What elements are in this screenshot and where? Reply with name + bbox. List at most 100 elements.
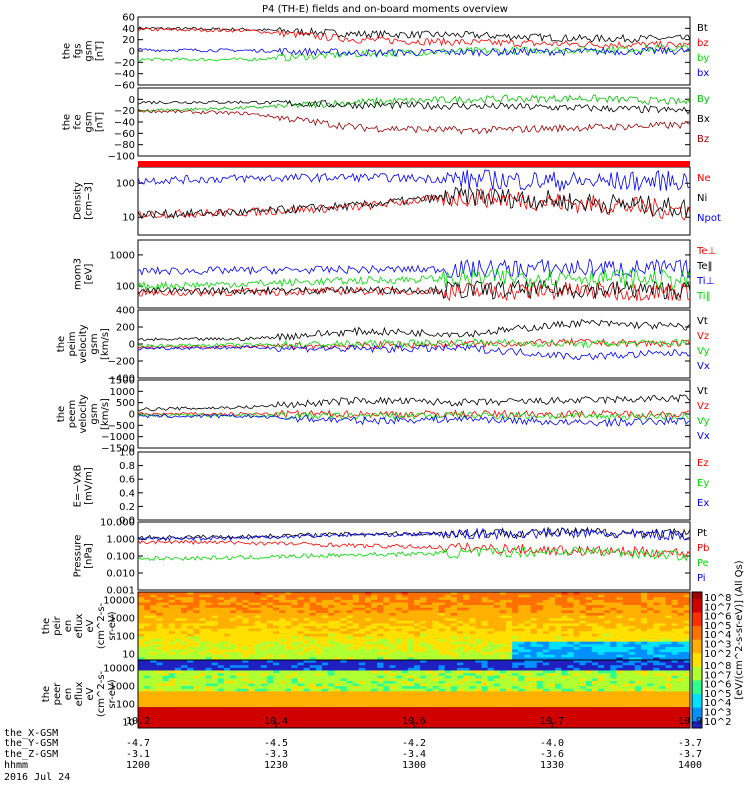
spectrogram-cell bbox=[628, 612, 636, 617]
spectrogram-cell bbox=[328, 709, 335, 713]
spectrogram-cell bbox=[512, 722, 519, 726]
spectrogram-cell bbox=[548, 670, 556, 674]
spectrogram-cell bbox=[211, 699, 219, 703]
spectrogram-cell bbox=[266, 641, 274, 645]
spectrogram-cell bbox=[272, 607, 280, 611]
spectrogram-cell bbox=[512, 633, 519, 637]
spectrogram-cell bbox=[272, 696, 280, 700]
spectrogram-cell bbox=[199, 652, 206, 656]
colorbar-cell bbox=[692, 592, 702, 596]
spectrogram-cell bbox=[180, 712, 188, 716]
spectrogram-cell bbox=[236, 649, 243, 653]
spectrogram-cell bbox=[653, 699, 660, 703]
spectrogram-cell bbox=[444, 636, 452, 640]
spectrogram-cell bbox=[548, 628, 556, 632]
spectrogram-cell bbox=[291, 683, 298, 687]
spectrogram-cell bbox=[174, 709, 182, 713]
spectrogram-cell bbox=[144, 615, 151, 619]
spectrogram-cell bbox=[230, 696, 237, 700]
spectrogram-cell bbox=[456, 691, 464, 695]
spectrogram-cell bbox=[683, 686, 691, 690]
spectrogram-cell bbox=[340, 639, 348, 643]
spectrogram-cell bbox=[450, 641, 458, 645]
spectrogram-cell bbox=[242, 694, 249, 698]
spectrogram-cell bbox=[162, 615, 170, 619]
spectrogram-cell bbox=[346, 612, 354, 617]
spectrogram-cell bbox=[591, 688, 599, 692]
y-axis-label-line: eV bbox=[85, 687, 96, 700]
spectrogram-cell bbox=[162, 654, 170, 658]
spectrogram-cell bbox=[187, 660, 194, 664]
panel-frame bbox=[137, 239, 691, 309]
spectrogram-cell bbox=[156, 707, 164, 711]
spectrogram-cell bbox=[248, 607, 256, 611]
spectrogram-cell bbox=[272, 699, 280, 703]
spectrogram-cell bbox=[383, 631, 390, 635]
spectrogram-cell bbox=[659, 649, 666, 653]
spectrogram-cell bbox=[598, 649, 605, 653]
spectrogram-cell bbox=[604, 680, 611, 685]
spectrogram-cell bbox=[640, 722, 648, 726]
spectrogram-cell bbox=[683, 688, 691, 692]
spectrogram-cell bbox=[217, 618, 225, 622]
spectrogram-cell bbox=[573, 615, 581, 619]
spectrogram-cell bbox=[671, 639, 679, 643]
spectrogram-cell bbox=[322, 599, 329, 603]
spectrogram-cell bbox=[211, 652, 219, 656]
spectrogram-cell bbox=[371, 722, 378, 726]
spectrogram-cell bbox=[303, 683, 311, 687]
spectrogram-cell bbox=[604, 618, 611, 622]
spectrogram-cell bbox=[230, 639, 237, 643]
spectrogram-cell bbox=[291, 605, 298, 609]
spectrogram-cell bbox=[450, 618, 458, 622]
spectrogram-cell bbox=[653, 594, 660, 598]
spectrogram-cell bbox=[506, 694, 513, 698]
spectrogram-cell bbox=[309, 610, 317, 614]
spectrogram-cell bbox=[138, 667, 145, 671]
spectrogram-cell bbox=[622, 662, 630, 666]
spectrogram-cell bbox=[309, 720, 317, 724]
spectrogram-cell bbox=[616, 660, 624, 664]
spectrogram-cell bbox=[518, 665, 525, 669]
spectrogram-cell bbox=[297, 660, 305, 664]
spectrogram-cell bbox=[579, 680, 587, 685]
spectrogram-cell bbox=[499, 607, 507, 611]
spectrogram-cell bbox=[683, 631, 691, 635]
spectrogram-cell bbox=[180, 720, 188, 724]
spectrogram-cell bbox=[401, 714, 409, 719]
spectrogram-cell bbox=[401, 607, 409, 611]
spectrogram-cell bbox=[383, 720, 390, 724]
spectrogram-cell bbox=[211, 717, 219, 721]
spectrogram-cell bbox=[297, 712, 305, 716]
spectrogram-cell bbox=[585, 615, 593, 619]
spectrogram-cell bbox=[647, 623, 654, 627]
spectrogram-cell bbox=[279, 641, 286, 645]
spectrogram-cell bbox=[156, 592, 164, 596]
spectrogram-cell bbox=[426, 717, 433, 721]
spectrogram-cell bbox=[248, 592, 256, 596]
spectrogram-cell bbox=[297, 678, 305, 682]
spectrogram-cell bbox=[156, 628, 164, 632]
legend-Bz: Bz bbox=[697, 134, 709, 145]
spectrogram-cell bbox=[469, 610, 476, 614]
spectrogram-cell bbox=[156, 607, 164, 611]
y-tick-label: 0.4 bbox=[119, 488, 135, 499]
spectrogram-cell bbox=[322, 657, 329, 661]
spectrogram-cell bbox=[506, 683, 513, 687]
spectrogram-cell bbox=[598, 615, 605, 619]
spectrogram-cell bbox=[561, 597, 568, 601]
spectrogram-cell bbox=[548, 618, 556, 622]
spectrogram-cell bbox=[653, 683, 660, 687]
spectrogram-cell bbox=[683, 696, 691, 700]
y-tick-label: 10 bbox=[122, 718, 135, 729]
spectrogram-cell bbox=[371, 670, 378, 674]
spectrogram-cell bbox=[640, 675, 648, 679]
spectrogram-cell bbox=[647, 714, 654, 719]
spectrogram-cell bbox=[506, 675, 513, 679]
spectrogram-cell bbox=[591, 694, 599, 698]
spectrogram-cell bbox=[328, 673, 335, 677]
spectrogram-cell bbox=[236, 633, 243, 637]
spectrogram-cell bbox=[420, 683, 427, 687]
spectrogram-cell bbox=[585, 649, 593, 653]
spectrogram-cell bbox=[407, 633, 415, 637]
